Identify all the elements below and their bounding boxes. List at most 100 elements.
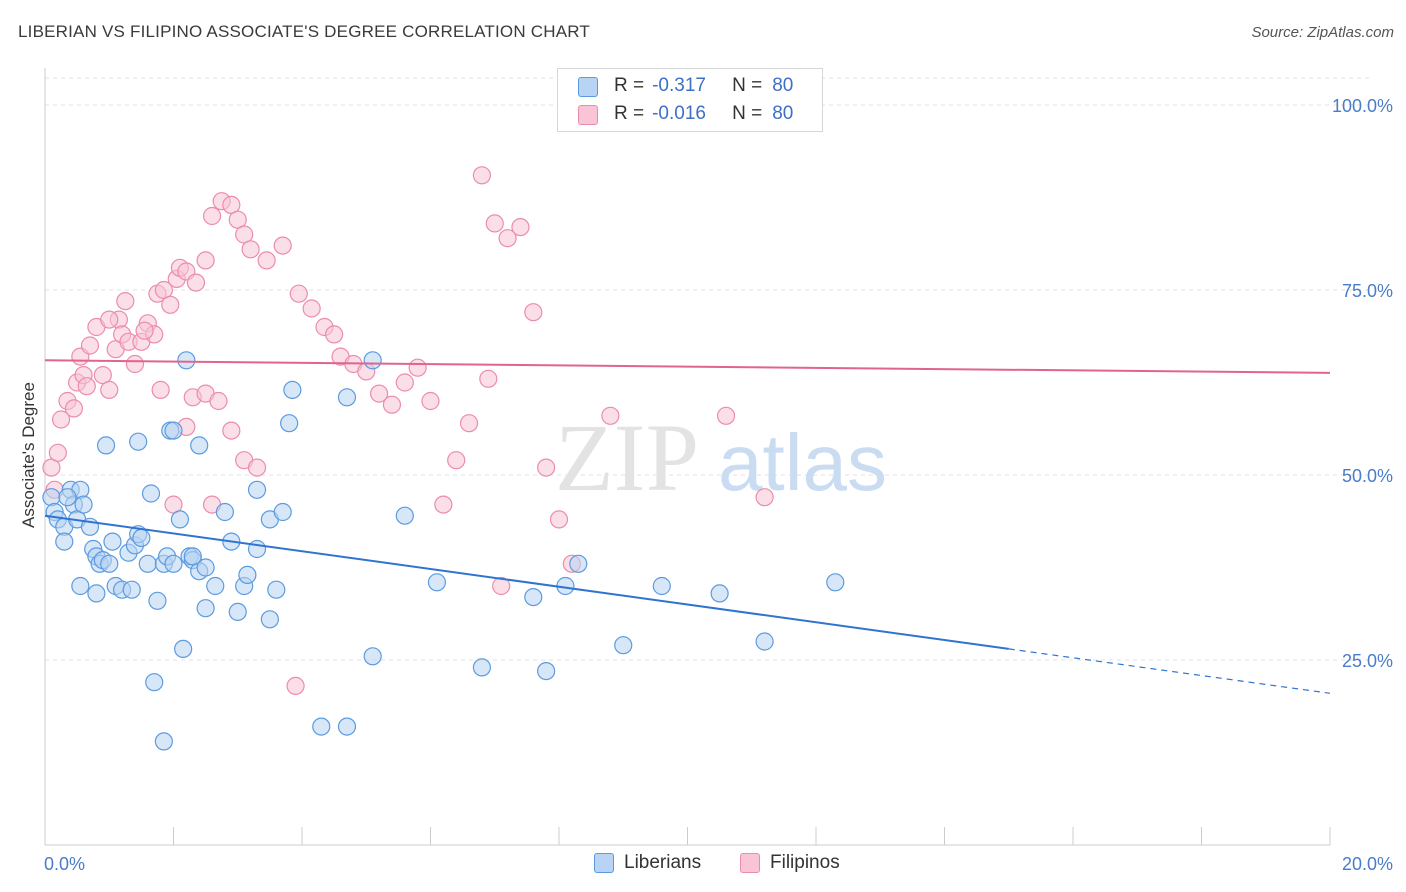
liberians-point — [312, 717, 331, 736]
liberians-point — [71, 576, 90, 596]
liberians-point — [174, 639, 193, 659]
liberians-point — [826, 573, 845, 592]
liberians-point — [247, 480, 267, 499]
filipinos-point — [222, 421, 241, 440]
filipinos-point — [485, 214, 504, 233]
liberians-point — [196, 599, 215, 618]
liberians-point — [614, 636, 633, 655]
liberians-point — [138, 554, 157, 573]
liberians-point — [87, 584, 106, 603]
filipinos-point — [716, 406, 736, 425]
liberians-point — [363, 647, 382, 666]
watermark: ZIP atlas — [555, 404, 887, 511]
bottom-swatch-liberians — [594, 853, 614, 873]
filipinos-point — [100, 310, 119, 329]
liberians-point — [196, 558, 215, 577]
filipinos-point — [135, 321, 154, 340]
liberians-point — [103, 532, 122, 551]
liberians-point — [141, 484, 161, 503]
filipinos-point — [51, 410, 71, 429]
filipinos-point — [395, 373, 414, 392]
watermark-zip: ZIP — [555, 404, 699, 511]
liberians-point — [122, 580, 141, 599]
liberians-point — [247, 539, 267, 559]
liberians-point — [55, 532, 74, 551]
filipinos-point — [186, 273, 206, 292]
filipinos-point — [77, 377, 96, 396]
y-tick-label: 75.0% — [1342, 281, 1393, 301]
filipinos-point — [151, 380, 170, 399]
liberians-point — [652, 576, 671, 596]
liberians-point — [755, 632, 774, 651]
liberians-point — [337, 388, 357, 407]
legend-n-value: 80 — [772, 75, 794, 96]
y-axis-label: Associate's Degree — [19, 382, 38, 528]
legend-r-value: -0.317 — [652, 75, 706, 96]
liberians-point — [58, 488, 77, 507]
liberians-point — [260, 610, 279, 629]
filipinos-point — [241, 240, 260, 259]
filipinos-point — [511, 218, 530, 237]
watermark-atlas: atlas — [718, 418, 887, 507]
filipinos-point — [498, 229, 517, 248]
filipinos-point — [273, 236, 292, 255]
filipinos-point — [289, 284, 308, 303]
filipinos-point — [325, 325, 344, 344]
liberians-point — [177, 351, 196, 370]
x-tick-label: 20.0% — [1342, 854, 1393, 874]
filipinos-point — [48, 443, 67, 462]
filipinos-point — [421, 391, 440, 411]
liberians-point — [183, 547, 202, 566]
filipinos-point — [125, 354, 145, 374]
filipinos-point — [434, 495, 453, 514]
source-label: Source: ZipAtlas.com — [1251, 24, 1394, 41]
liberians-point — [427, 573, 447, 592]
filipinos-point — [601, 406, 620, 425]
bottom-swatch-filipinos — [740, 853, 760, 873]
liberians-point — [164, 421, 183, 440]
bottom-legend-label: Filipinos — [770, 852, 840, 873]
filipinos-point — [209, 391, 228, 411]
liberians-point — [569, 554, 588, 573]
liberians-point — [472, 658, 491, 677]
liberians-point — [283, 380, 302, 399]
axes — [44, 68, 1331, 846]
liberians-point — [190, 436, 209, 455]
filipinos-point — [257, 251, 276, 270]
legend-n-value: 80 — [772, 103, 794, 124]
liberians-point — [148, 591, 167, 610]
legend-row-filipinos: R = -0.016 N = 80 — [578, 102, 794, 126]
legend-swatch-liberians — [578, 77, 598, 97]
legend-r-label: R = — [614, 75, 645, 96]
liberians-point — [267, 580, 286, 599]
liberians-point — [395, 506, 414, 525]
filipinos-points — [42, 166, 774, 696]
filipinos-point — [408, 358, 427, 377]
y-tick-label: 50.0% — [1342, 466, 1393, 486]
filipinos-point — [459, 414, 479, 433]
liberians-point — [74, 495, 93, 514]
liberians-point — [524, 587, 543, 607]
gridlines — [45, 77, 1370, 661]
liberians-point — [145, 673, 164, 692]
liberians-point — [280, 414, 299, 433]
filipinos-point — [202, 206, 222, 226]
filipinos-point — [247, 458, 267, 477]
liberians-trend-extension — [1008, 648, 1331, 694]
liberians-point — [164, 554, 183, 573]
liberians-trend-line — [44, 514, 1009, 650]
filipinos-point — [537, 458, 556, 477]
filipinos-point — [492, 576, 511, 596]
legend-r-label: R = — [614, 103, 645, 124]
liberians-point — [363, 351, 382, 370]
legend-r-value: -0.016 — [652, 103, 706, 124]
liberians-point — [154, 732, 173, 751]
y-tick-label: 25.0% — [1342, 651, 1393, 671]
legend-n-label: N = — [732, 75, 763, 96]
x-tick-label: 0.0% — [44, 854, 85, 874]
bottom-legend-liberians: Liberians — [594, 852, 701, 874]
liberians-point — [537, 661, 556, 681]
filipinos-point — [64, 399, 84, 418]
filipinos-point — [370, 384, 389, 403]
liberians-point — [238, 565, 257, 585]
